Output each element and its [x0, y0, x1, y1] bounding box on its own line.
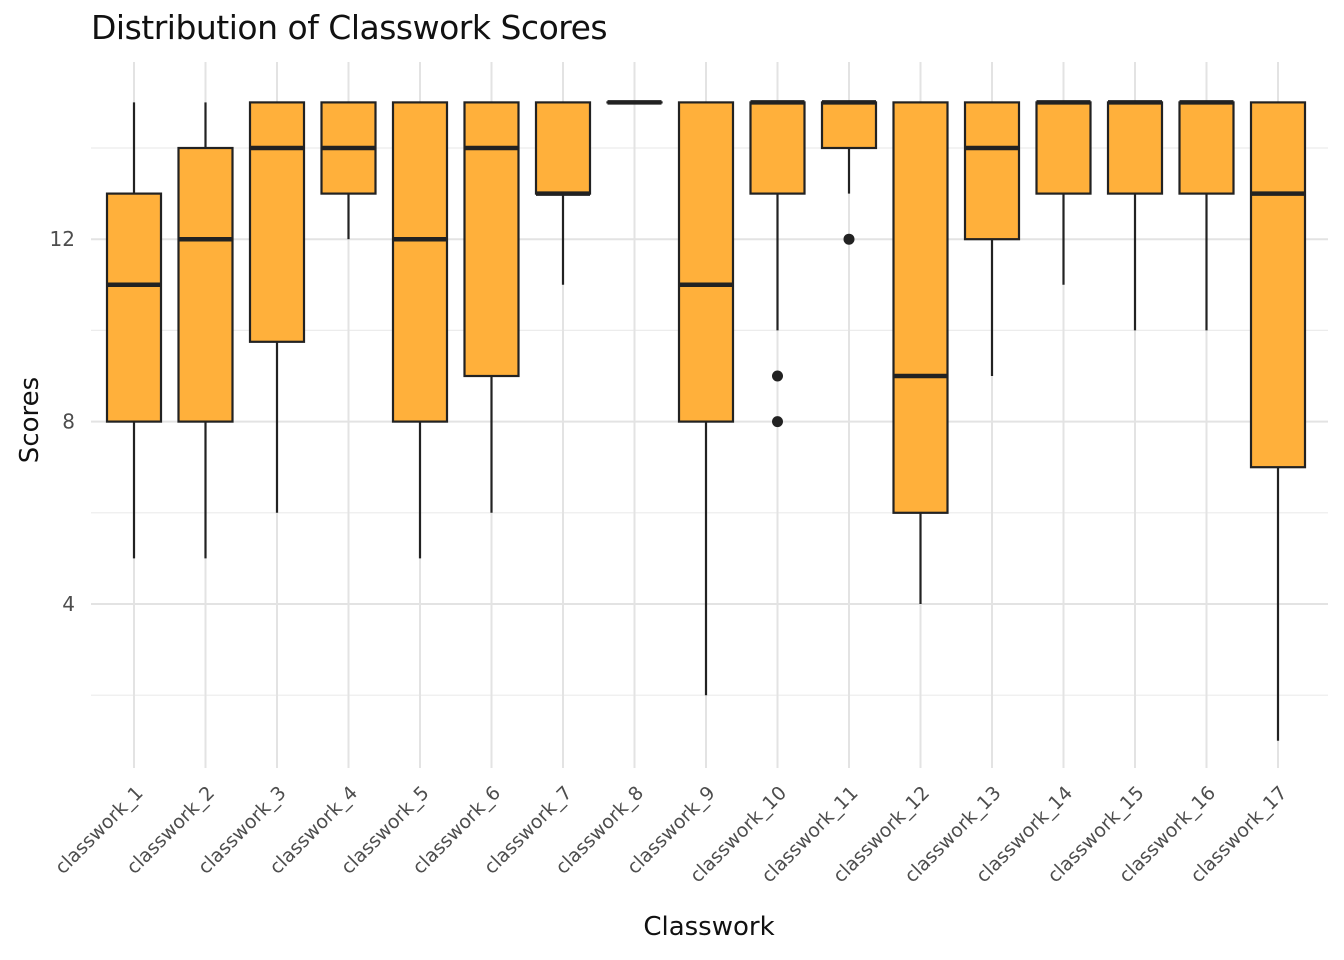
- box-body: [248, 101, 306, 343]
- chart-title: Distribution of Classwork Scores: [91, 8, 608, 47]
- y-tick-label: 8: [62, 410, 75, 434]
- box-body: [463, 101, 520, 378]
- x-axis-ticks: classwork_1classwork_2classwork_3classwo…: [51, 782, 1292, 887]
- box-body: [105, 192, 163, 423]
- boxes: [105, 100, 1307, 741]
- box-body: [820, 101, 878, 150]
- box-classwork_9: [677, 101, 735, 696]
- box-classwork_14: [1035, 100, 1092, 285]
- box-body: [677, 101, 735, 423]
- box-body: [749, 101, 806, 195]
- box-classwork_10: [749, 100, 806, 428]
- box-body: [892, 101, 949, 514]
- y-axis-ticks: 4 8 12: [50, 227, 75, 616]
- box-classwork_13: [963, 101, 1021, 376]
- box-body: [177, 146, 234, 423]
- box-classwork_17: [1249, 101, 1307, 741]
- outlier-point: [772, 370, 783, 382]
- box-classwork_5: [391, 101, 449, 559]
- box-classwork_1: [105, 102, 163, 559]
- box-classwork_15: [1106, 100, 1164, 331]
- box-classwork_16: [1178, 100, 1235, 331]
- box-classwork_12: [892, 101, 949, 604]
- box-body: [391, 101, 449, 423]
- box-body: [963, 101, 1021, 241]
- box-body: [1249, 101, 1307, 469]
- box-body: [534, 101, 592, 195]
- y-tick-label: 12: [50, 227, 75, 251]
- box-classwork_2: [177, 102, 234, 559]
- box-classwork_3: [248, 101, 306, 513]
- box-classwork_7: [534, 101, 592, 285]
- x-axis-title: Classwork: [643, 912, 774, 942]
- box-body: [1178, 101, 1235, 195]
- box-body: [1106, 101, 1164, 195]
- box-classwork_11: [820, 100, 878, 245]
- box-body: [1035, 101, 1092, 195]
- y-tick-label: 4: [62, 592, 75, 616]
- box-classwork_4: [320, 101, 377, 240]
- outlier-point: [843, 233, 855, 245]
- y-axis-title: Scores: [15, 377, 45, 463]
- box-classwork_6: [463, 101, 520, 513]
- outlier-point: [772, 416, 783, 428]
